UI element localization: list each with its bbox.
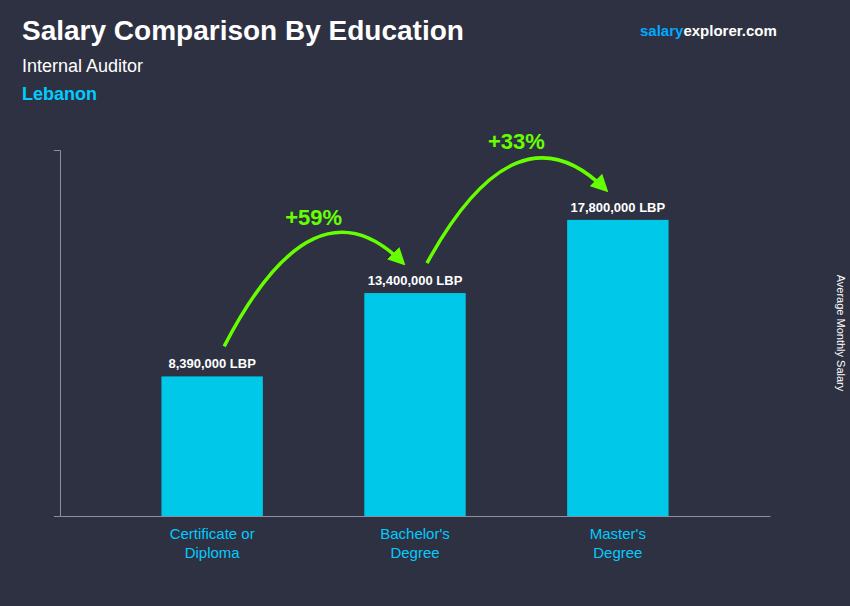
x-tick-label: Master's Degree [590,525,646,562]
x-axis-line [61,516,771,517]
chart-svg: Salary Comparison By Education Internal A… [0,0,850,606]
x-tick-label-line: Certificate or [170,525,255,542]
growth-label: +33% [488,129,545,154]
x-tick-label-line: Degree [390,544,439,561]
x-tick-label-line: Master's [590,525,646,542]
x-tick-label: Bachelor's Degree [380,525,450,562]
title: Salary Comparison By Education [22,15,464,46]
bar [567,220,668,516]
y-axis-label: Average Monthly Salary [835,275,847,392]
value-label: 17,800,000 LBP [571,200,666,215]
watermark-part: salary [640,22,684,39]
value-label: 8,390,000 LBP [168,356,256,371]
y-axis [54,151,61,517]
value-label: 13,400,000 LBP [368,273,463,288]
x-tick-label-line: Bachelor's [380,525,450,542]
y-axis-line [54,151,61,517]
x-tick: Bachelor's Degree [380,525,450,562]
subtitle: Internal Auditor [22,56,143,76]
bar [364,293,465,516]
x-tick: Certificate or Diploma [170,525,255,562]
bar [161,376,262,516]
x-axis: Certificate orDiplomaBachelor'sDegreeMas… [61,517,771,562]
growth-arrow [224,232,403,346]
subtitle2: Lebanon [22,84,97,104]
x-tick: Master's Degree [590,525,646,562]
growth-label: +59% [285,205,342,230]
x-tick-label: Certificate or Diploma [170,525,255,562]
watermark: salaryexplorer.com [640,22,777,39]
x-tick-label-line: Diploma [185,544,241,561]
background [0,0,850,606]
x-tick-label-line: Degree [593,544,642,561]
annotations: +59% +33% [224,129,606,346]
labels: 8,390,000 LBP 13,400,000 LBP 17,800,000 LB… [168,200,665,372]
plot-area [161,220,668,516]
watermark-part: explorer.com [683,22,776,39]
growth-arrow [427,158,606,263]
